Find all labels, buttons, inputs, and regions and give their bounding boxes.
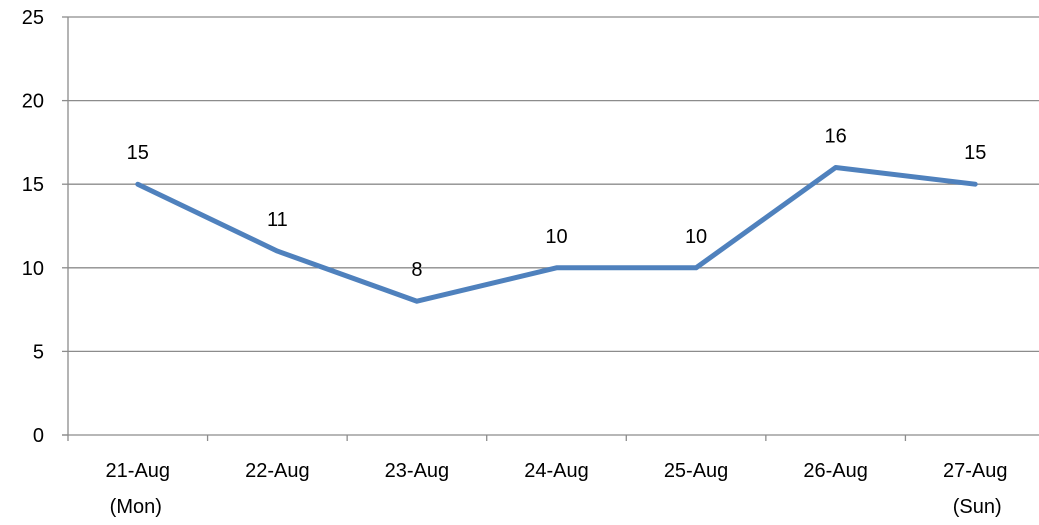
x-tick-label: 27-Aug — [943, 460, 1008, 482]
data-label: 10 — [545, 226, 567, 248]
x-tick-label: 22-Aug — [245, 460, 310, 482]
y-tick-label: 10 — [22, 258, 44, 280]
data-label: 15 — [964, 142, 986, 164]
y-tick-label: 5 — [33, 341, 44, 363]
x-tick-label: 21-Aug — [106, 460, 171, 482]
axes — [62, 16, 1039, 441]
y-tick-label: 15 — [22, 174, 44, 196]
y-axis-tick-labels: 0 5 10 15 20 25 — [22, 7, 44, 447]
data-label: 10 — [685, 226, 707, 248]
data-labels: 15 11 8 10 10 16 15 — [127, 125, 987, 281]
data-label: 16 — [825, 125, 847, 147]
y-tick-label: 0 — [33, 425, 44, 447]
data-label: 8 — [411, 259, 422, 281]
x-tick-label: 25-Aug — [664, 460, 729, 482]
x-tick-label: 24-Aug — [524, 460, 589, 482]
x-tick-label: 23-Aug — [385, 460, 450, 482]
y-tick-label: 20 — [22, 91, 44, 113]
data-label: 11 — [267, 209, 288, 231]
x-axis-tick-labels: 21-Aug (Mon) 22-Aug 23-Aug 24-Aug 25-Aug 26-Au… — [106, 460, 1008, 518]
gridlines — [68, 16, 1039, 353]
x-tick-label: (Sun) — [953, 496, 1002, 518]
x-tick-label: (Mon) — [110, 496, 162, 518]
x-tick-label: 26-Aug — [803, 460, 868, 482]
series-line-layer — [135, 164, 978, 304]
data-label: 15 — [127, 142, 149, 164]
y-tick-label: 25 — [22, 7, 44, 29]
